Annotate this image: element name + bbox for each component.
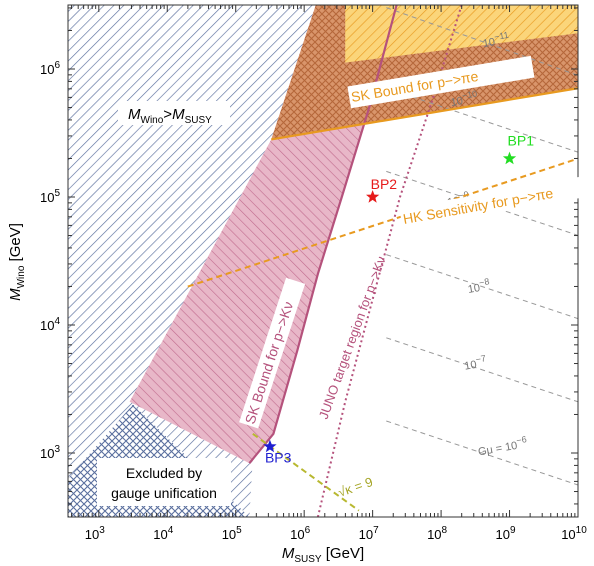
x-tick-label: 105: [222, 525, 242, 542]
x-tick-label: 107: [359, 525, 379, 542]
y-tick-label: 106: [40, 60, 60, 77]
excluded-line-2: gauge unification: [111, 485, 217, 501]
y-tick-label: 104: [40, 316, 60, 333]
y-tick-label: 103: [40, 444, 60, 461]
x-tick-label: 1010: [561, 525, 587, 542]
sqrt-kappa-label: √κ = 9: [336, 474, 375, 500]
x-tick-label: 108: [427, 525, 447, 542]
regions: [68, 5, 578, 517]
curve-hk-sensitivity: [187, 157, 578, 288]
axis-ticks: 103 104 105 106 107 108 109 1010 103 104 105 106: [40, 5, 587, 542]
contour-line-5: [386, 420, 578, 486]
svg-text:JUNO target region for p−>Kν: JUNO target region for p−>Kν: [316, 254, 389, 421]
y-axis-label: MWino [GeV]: [7, 223, 27, 301]
contour-line-3: [386, 254, 578, 320]
x-tick-label: 104: [153, 525, 173, 542]
juno-label: JUNO target region for p−>Kν: [316, 254, 389, 421]
benchmark-star-bp1: [502, 151, 517, 165]
contour-label-4: 10−7: [463, 353, 488, 373]
benchmarks: BP1 BP2 BP3: [263, 133, 534, 466]
curve-sk-pie-boundary: [271, 87, 578, 141]
svg-text:MWino>MSUSY: MWino>MSUSY: [128, 106, 212, 126]
curve-sk-pkv-boundary: [248, 5, 398, 464]
contour-label-1: 10−10: [449, 89, 479, 110]
contour-label-5: Gμ = 10−6: [476, 434, 528, 458]
contour-label-0: 10−11: [481, 30, 510, 50]
x-tick-label: 106: [290, 525, 310, 542]
contour-line-0: [386, 7, 578, 76]
wino-region-label: MWino>MSUSY: [118, 101, 230, 126]
x-tick-label: 103: [85, 525, 105, 542]
benchmark-star-bp2: [366, 190, 380, 203]
excluded-line-1: Excluded by: [126, 465, 202, 481]
y-tick-label: 105: [40, 188, 60, 205]
benchmark-star-bp3: [263, 439, 277, 453]
x-tick-label: 109: [496, 525, 516, 542]
benchmark-label-bp2: BP2: [371, 176, 398, 192]
x-axis-label: MSUSY [GeV]: [282, 545, 364, 565]
benchmark-label-bp3: BP3: [265, 450, 292, 466]
contour-line-1: [386, 87, 578, 153]
region-sk-pie-band: [345, 5, 578, 63]
plot-frame: [67, 4, 579, 518]
svg-text:√κ = 9: √κ = 9: [336, 474, 375, 500]
hk-pie-label: HK Sensitivity for p−>πe: [399, 175, 589, 230]
benchmark-label-bp1: BP1: [508, 133, 535, 149]
excluded-label: Excluded by gauge unification: [97, 458, 231, 506]
contour-label-3: 10−8: [466, 276, 491, 296]
contour-line-4: [386, 337, 578, 403]
